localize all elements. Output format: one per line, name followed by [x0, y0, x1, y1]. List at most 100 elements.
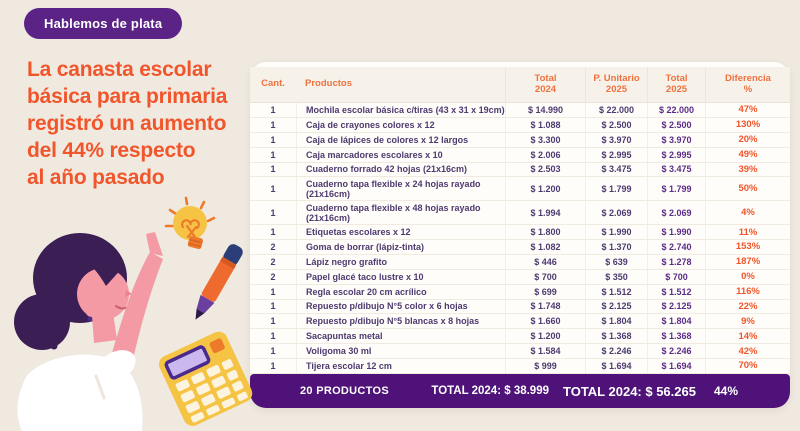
- table-row: 1 Sacapuntas metal $ 1.200 $ 1.368 $ 1.368 14…: [250, 329, 790, 345]
- cell-total-2024: $ 1.082: [505, 240, 585, 255]
- table-row: 2 Goma de borrar (lápiz-tinta) $ 1.082 $ 1.…: [250, 240, 790, 255]
- table-row: 1 Cuaderno forrado 42 hojas (21x16cm) $ 2.…: [250, 162, 790, 178]
- table-row: 1 Caja marcadores escolares x 10 $ 2.006 $ …: [250, 147, 790, 163]
- cell-product: Cuaderno forrado 42 hojas (21x16cm): [296, 162, 505, 178]
- cell-product: Cuaderno tapa flexible x 24 hojas rayado…: [296, 177, 505, 202]
- pen-icon: [195, 244, 243, 320]
- cell-total-2024: $ 1.994: [505, 201, 585, 226]
- cell-qty: 2: [250, 255, 296, 270]
- page-title: La canasta escolar básica para primaria …: [27, 58, 228, 189]
- cell-qty: 1: [250, 329, 296, 345]
- cell-diff: 4%: [705, 201, 790, 226]
- cell-total-2025: $ 2.125: [647, 299, 705, 315]
- cell-qty: 1: [250, 163, 296, 178]
- cell-unit-2025: $ 1.804: [585, 314, 647, 330]
- cell-qty: 2: [250, 270, 296, 285]
- column-header: Productos: [305, 78, 352, 90]
- cell-total-2025: $ 1.990: [647, 225, 705, 240]
- cell-total-2025: $ 2.246: [647, 344, 705, 359]
- cell-qty: 1: [250, 133, 296, 148]
- table-row: 1 Caja de lápices de colores x 12 largos $…: [250, 132, 790, 148]
- cell-total-2025: $ 2.995: [647, 147, 705, 163]
- cell-total-2024: $ 1.088: [505, 117, 585, 133]
- table-row: 1 Cuaderno tapa flexible x 48 hojas rayad…: [250, 201, 790, 226]
- cell-unit-2025: $ 2.246: [585, 344, 647, 359]
- lightbulb-icon: [164, 196, 216, 250]
- cell-total-2025: $ 1.799: [647, 177, 705, 202]
- cell-unit-2025: $ 3.475: [585, 162, 647, 178]
- cell-total-2025: $ 2.500: [647, 117, 705, 133]
- cell-total-2024: $ 999: [505, 359, 585, 374]
- cell-diff: 50%: [705, 177, 790, 202]
- cell-total-2024: $ 1.200: [505, 177, 585, 202]
- cell-product: Voligoma 30 ml: [296, 344, 505, 359]
- cell-diff: 0%: [705, 269, 790, 285]
- cell-diff: 116%: [705, 284, 790, 300]
- cell-qty: 1: [250, 359, 296, 374]
- cell-unit-2025: $ 1.368: [585, 329, 647, 345]
- price-table-card: Cant. Productos Total 2024 P. Unitario 2025…: [250, 62, 790, 408]
- table-row: 1 Cuaderno tapa flexible x 24 hojas rayad…: [250, 177, 790, 202]
- cell-product: Repuesto p/dibujo N°5 blancas x 8 hojas: [296, 314, 505, 330]
- cell-product: Sacapuntas metal: [296, 329, 505, 345]
- table-row: 1 Repuesto p/dibujo N°5 blancas x 8 hojas…: [250, 314, 790, 330]
- table-row: 1 Repuesto p/dibujo N°5 color x 6 hojas $ …: [250, 299, 790, 315]
- cell-product: Repuesto p/dibujo N°5 color x 6 hojas: [296, 299, 505, 315]
- cell-qty: 1: [250, 118, 296, 133]
- cell-total-2025: $ 3.475: [647, 162, 705, 178]
- cell-total-2024: $ 1.748: [505, 299, 585, 315]
- cell-total-2024: $ 1.800: [505, 225, 585, 240]
- cell-product: Etiquetas escolares x 12: [296, 225, 505, 240]
- cell-total-2024: $ 3.300: [505, 132, 585, 148]
- cell-total-2025: $ 3.970: [647, 132, 705, 148]
- cell-unit-2025: $ 2.069: [585, 201, 647, 226]
- cell-total-2025: $ 700: [647, 269, 705, 285]
- column-header: Total 2024: [505, 67, 585, 102]
- cell-unit-2025: $ 22.000: [585, 103, 647, 118]
- cell-diff: 49%: [705, 147, 790, 163]
- footer-products-count: 20 PRODUCTOS: [300, 385, 389, 397]
- footer-diff-percent: 44%: [713, 384, 738, 398]
- cell-diff: 47%: [705, 103, 790, 118]
- left-illustration: [14, 196, 253, 431]
- cell-diff: 39%: [705, 162, 790, 178]
- woman-illustration: [14, 232, 163, 431]
- cell-total-2024: $ 446: [505, 254, 585, 270]
- table-header-row: Cant. Productos Total 2024 P. Unitario 2025…: [250, 67, 790, 103]
- cell-qty: 2: [250, 240, 296, 255]
- cell-unit-2025: $ 1.370: [585, 240, 647, 255]
- cell-unit-2025: $ 1.512: [585, 284, 647, 300]
- cell-product: Regla escolar 20 cm acrílico: [296, 284, 505, 300]
- cell-unit-2025: $ 1.990: [585, 225, 647, 240]
- cell-unit-2025: $ 3.970: [585, 132, 647, 148]
- cell-diff: 22%: [705, 299, 790, 315]
- cell-qty: 1: [250, 201, 296, 226]
- cell-diff: 130%: [705, 117, 790, 133]
- cell-product: Caja marcadores escolares x 10: [296, 147, 505, 163]
- cell-qty: 1: [250, 344, 296, 359]
- column-header: Diferencia %: [705, 67, 790, 102]
- cell-total-2025: $ 1.694: [647, 359, 705, 374]
- cell-unit-2025: $ 1.694: [585, 359, 647, 374]
- cell-diff: 20%: [705, 132, 790, 148]
- table-row: 2 Lápiz negro grafito $ 446 $ 639 $ 1.278 187…: [250, 254, 790, 270]
- cell-qty: 1: [250, 103, 296, 118]
- cell-product: Cuaderno tapa flexible x 48 hojas rayado…: [296, 201, 505, 226]
- cell-qty: 1: [250, 148, 296, 163]
- column-header: Cant.: [261, 78, 285, 90]
- cell-total-2025: $ 1.368: [647, 329, 705, 345]
- hablemos-de-plata-badge: Hablemos de plata: [24, 8, 183, 39]
- cell-total-2024: $ 699: [505, 284, 585, 300]
- cell-unit-2025: $ 350: [585, 269, 647, 285]
- cell-unit-2025: $ 2.995: [585, 147, 647, 163]
- table-row: 2 Papel glacé taco lustre x 10 $ 700 $ 350 $…: [250, 269, 790, 285]
- cell-total-2025: $ 22.000: [647, 103, 705, 118]
- cell-total-2025: $ 2.069: [647, 201, 705, 226]
- cell-total-2024: $ 700: [505, 269, 585, 285]
- cell-product: Tijera escolar 12 cm: [296, 359, 505, 374]
- table-row: 1 Caja de crayones colores x 12 $ 1.088 $ 2…: [250, 117, 790, 133]
- cell-qty: 1: [250, 300, 296, 315]
- cell-product: Papel glacé taco lustre x 10: [296, 269, 505, 285]
- table-row: 1 Tijera escolar 12 cm $ 999 $ 1.694 $ 1.694…: [250, 359, 790, 374]
- table-row: 1 Regla escolar 20 cm acrílico $ 699 $ 1.51…: [250, 284, 790, 300]
